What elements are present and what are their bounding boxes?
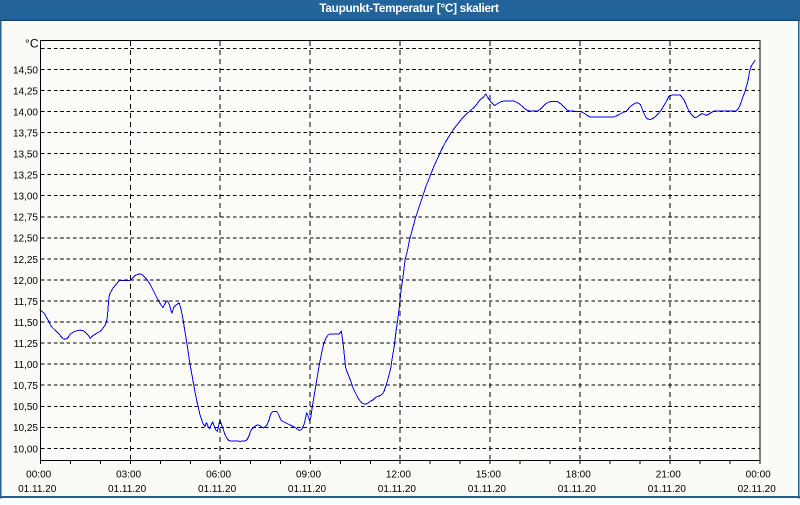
svg-text:18:00: 18:00: [566, 469, 591, 480]
svg-text:12,00: 12,00: [13, 276, 38, 287]
svg-text:01.11.20: 01.11.20: [108, 484, 147, 495]
svg-text:01.11.20: 01.11.20: [468, 484, 507, 495]
svg-text:11,50: 11,50: [14, 318, 39, 329]
svg-text:10,25: 10,25: [13, 423, 38, 434]
svg-text:01.11.20: 01.11.20: [198, 484, 237, 495]
svg-text:13,00: 13,00: [13, 192, 38, 203]
svg-text:10,75: 10,75: [13, 381, 38, 392]
svg-text:14,50: 14,50: [13, 65, 38, 76]
svg-text:Taupunkt-Temperatur [°C] skali: Taupunkt-Temperatur [°C] skaliert: [319, 1, 499, 15]
svg-text:01.11.20: 01.11.20: [558, 484, 597, 495]
svg-text:06:00: 06:00: [206, 469, 231, 480]
svg-text:01.11.20: 01.11.20: [288, 484, 327, 495]
svg-text:10,50: 10,50: [13, 402, 38, 413]
svg-text:12,25: 12,25: [13, 255, 38, 266]
svg-text:°C: °C: [25, 37, 39, 51]
svg-text:14,00: 14,00: [13, 107, 38, 118]
svg-text:13,50: 13,50: [13, 150, 38, 161]
svg-text:13,75: 13,75: [13, 128, 38, 139]
svg-text:01.11.20: 01.11.20: [648, 484, 687, 495]
svg-text:02.11.20: 02.11.20: [738, 484, 777, 495]
svg-text:00:00: 00:00: [746, 469, 771, 480]
svg-text:12,50: 12,50: [13, 234, 38, 245]
svg-text:15:00: 15:00: [476, 469, 501, 480]
svg-text:03:00: 03:00: [116, 469, 141, 480]
svg-text:10,00: 10,00: [13, 444, 38, 455]
svg-text:00:00: 00:00: [26, 469, 51, 480]
svg-text:12:00: 12:00: [386, 469, 411, 480]
svg-text:12,75: 12,75: [13, 213, 38, 224]
svg-text:01.11.20: 01.11.20: [378, 484, 417, 495]
svg-text:21:00: 21:00: [656, 469, 681, 480]
svg-text:01.11.20: 01.11.20: [18, 484, 57, 495]
svg-text:13,25: 13,25: [13, 171, 38, 182]
svg-text:11,75: 11,75: [14, 297, 39, 308]
svg-text:11,00: 11,00: [14, 360, 39, 371]
svg-text:09:00: 09:00: [296, 469, 321, 480]
svg-text:14,25: 14,25: [13, 86, 38, 97]
svg-text:11,25: 11,25: [14, 339, 39, 350]
